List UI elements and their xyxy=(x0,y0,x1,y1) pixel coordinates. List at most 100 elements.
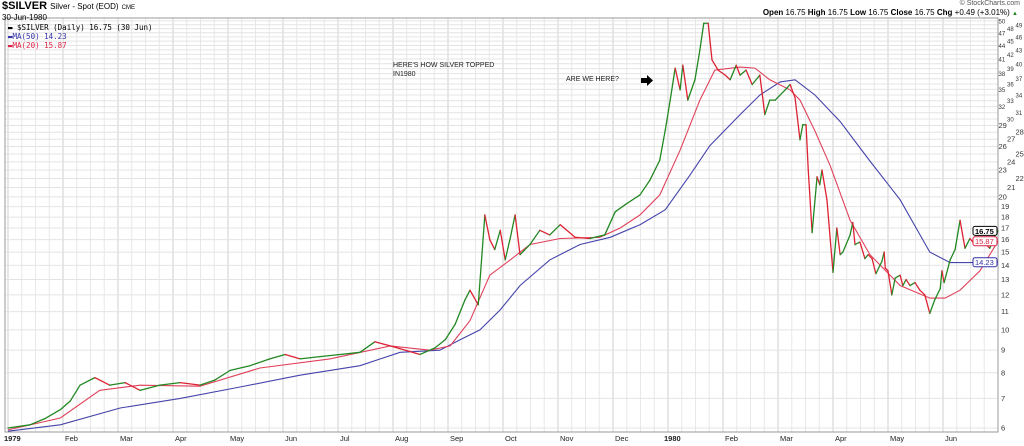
price-segment xyxy=(852,221,856,246)
price-segment xyxy=(914,281,921,291)
price-segment xyxy=(404,349,421,356)
price-segment xyxy=(179,381,201,386)
y-tick-label: 40 xyxy=(1016,62,1023,68)
price-segment xyxy=(679,64,684,91)
price-segment xyxy=(489,239,496,251)
y-tick-label: 29 xyxy=(999,121,1007,130)
y-tick-label: 16 xyxy=(1001,235,1009,244)
y-tick-label: 13 xyxy=(1001,275,1009,284)
x-tick-label: Aug xyxy=(395,434,408,443)
x-tick-label: Feb xyxy=(65,434,78,443)
x-tick-label: Jul xyxy=(340,434,350,443)
price-segment xyxy=(789,83,796,99)
y-tick-label: 34 xyxy=(1016,93,1023,99)
price-segment xyxy=(819,169,823,186)
price-segment xyxy=(624,194,641,206)
price-segment xyxy=(444,323,456,341)
y-tick-label: 46 xyxy=(1016,35,1023,41)
price-segment xyxy=(794,97,801,141)
legend-ma50: ▬MA(50) 14.23 xyxy=(8,32,67,41)
open-value: 16.75 xyxy=(785,8,806,17)
copyright: © StockCharts.com xyxy=(959,0,1020,7)
annotation-line: IN1980 xyxy=(393,71,416,78)
price-segment xyxy=(614,204,626,213)
price-segment xyxy=(842,234,851,253)
x-tick-label: Feb xyxy=(725,434,738,443)
high-value: 16.75 xyxy=(827,8,848,17)
price-segment xyxy=(389,345,406,351)
last-value-label: 16.75 xyxy=(975,227,994,236)
price-segment xyxy=(919,289,926,296)
price-segment xyxy=(909,281,916,287)
y-tick-label: 28 xyxy=(1016,128,1024,137)
price-segment xyxy=(687,79,696,101)
price-segment xyxy=(319,353,341,358)
price-segment xyxy=(745,69,753,86)
x-tick-label: 1979 xyxy=(4,434,21,443)
price-segment xyxy=(469,289,479,306)
legend-label: MA(20) 15.87 xyxy=(12,41,67,50)
x-tick-label: Jun xyxy=(285,434,297,443)
y-tick-label: 21 xyxy=(1007,183,1015,192)
y-tick-label: 33 xyxy=(1007,99,1014,105)
y-tick-label: 35 xyxy=(999,88,1006,94)
y-tick-label: 11 xyxy=(1001,307,1009,316)
price-segment xyxy=(484,214,491,241)
price-segment xyxy=(784,83,791,91)
price-segment xyxy=(574,236,591,240)
x-tick-label: May xyxy=(890,434,904,443)
price-segment xyxy=(943,259,951,284)
open-label: Open xyxy=(762,8,784,17)
price-segment xyxy=(929,299,936,315)
y-tick-label: 36 xyxy=(1007,82,1014,88)
price-segment xyxy=(79,376,96,386)
price-segment xyxy=(649,159,661,181)
chart-date: 30-Jun-1980 xyxy=(2,13,47,22)
legend-label: $SILVER (Daily) 16.75 (30 Jun) xyxy=(17,23,153,32)
y-tick-label: 15 xyxy=(1001,248,1009,257)
last-value-badge xyxy=(972,236,998,247)
price-segment xyxy=(419,347,436,356)
legend-label: MA(50) 14.23 xyxy=(12,32,67,41)
price-segment xyxy=(159,381,181,386)
price-segment xyxy=(707,22,713,61)
price-segment xyxy=(717,69,726,76)
x-tick-label: Mar xyxy=(120,434,133,443)
y-tick-label: 18 xyxy=(1001,213,1009,222)
price-segment xyxy=(779,89,786,96)
price-segment xyxy=(59,400,71,411)
price-segment xyxy=(639,179,651,196)
price-segment xyxy=(499,229,506,261)
series-ma-50--line xyxy=(7,79,999,432)
y-tick-label: 22 xyxy=(1016,174,1024,183)
y-tick-label: 41 xyxy=(999,58,1006,64)
price-segment xyxy=(359,341,376,353)
price-segment xyxy=(807,169,813,234)
price-segment xyxy=(759,74,766,116)
price-segment xyxy=(905,278,911,287)
x-tick-label: Nov xyxy=(560,434,574,443)
y-tick-label: 32 xyxy=(999,105,1006,111)
y-tick-label: 31 xyxy=(1016,111,1023,117)
chg-value: +0.49 (+3.01%) xyxy=(954,8,1010,17)
plot-frame xyxy=(4,17,999,433)
price-segment xyxy=(934,287,941,301)
legend-ma20: ▬MA(20) 15.87 xyxy=(8,41,67,50)
price-segment xyxy=(559,224,576,238)
price-segment xyxy=(941,270,945,284)
y-tick-label: 14 xyxy=(1001,261,1009,270)
price-segment xyxy=(214,369,231,381)
price-segment xyxy=(434,339,446,349)
price-segment xyxy=(269,353,286,360)
exchange: CME xyxy=(121,5,135,11)
price-segment xyxy=(751,74,761,86)
price-segment xyxy=(849,221,854,236)
price-segment xyxy=(682,64,689,101)
y-tick-label: 37 xyxy=(1016,77,1023,83)
price-segment xyxy=(811,176,818,234)
y-tick-label: 38 xyxy=(999,72,1006,78)
symbol-name: Silver - Spot (EOD) xyxy=(50,2,119,11)
price-segment xyxy=(836,227,841,256)
price-segment xyxy=(299,356,321,360)
price-segment xyxy=(699,22,705,51)
